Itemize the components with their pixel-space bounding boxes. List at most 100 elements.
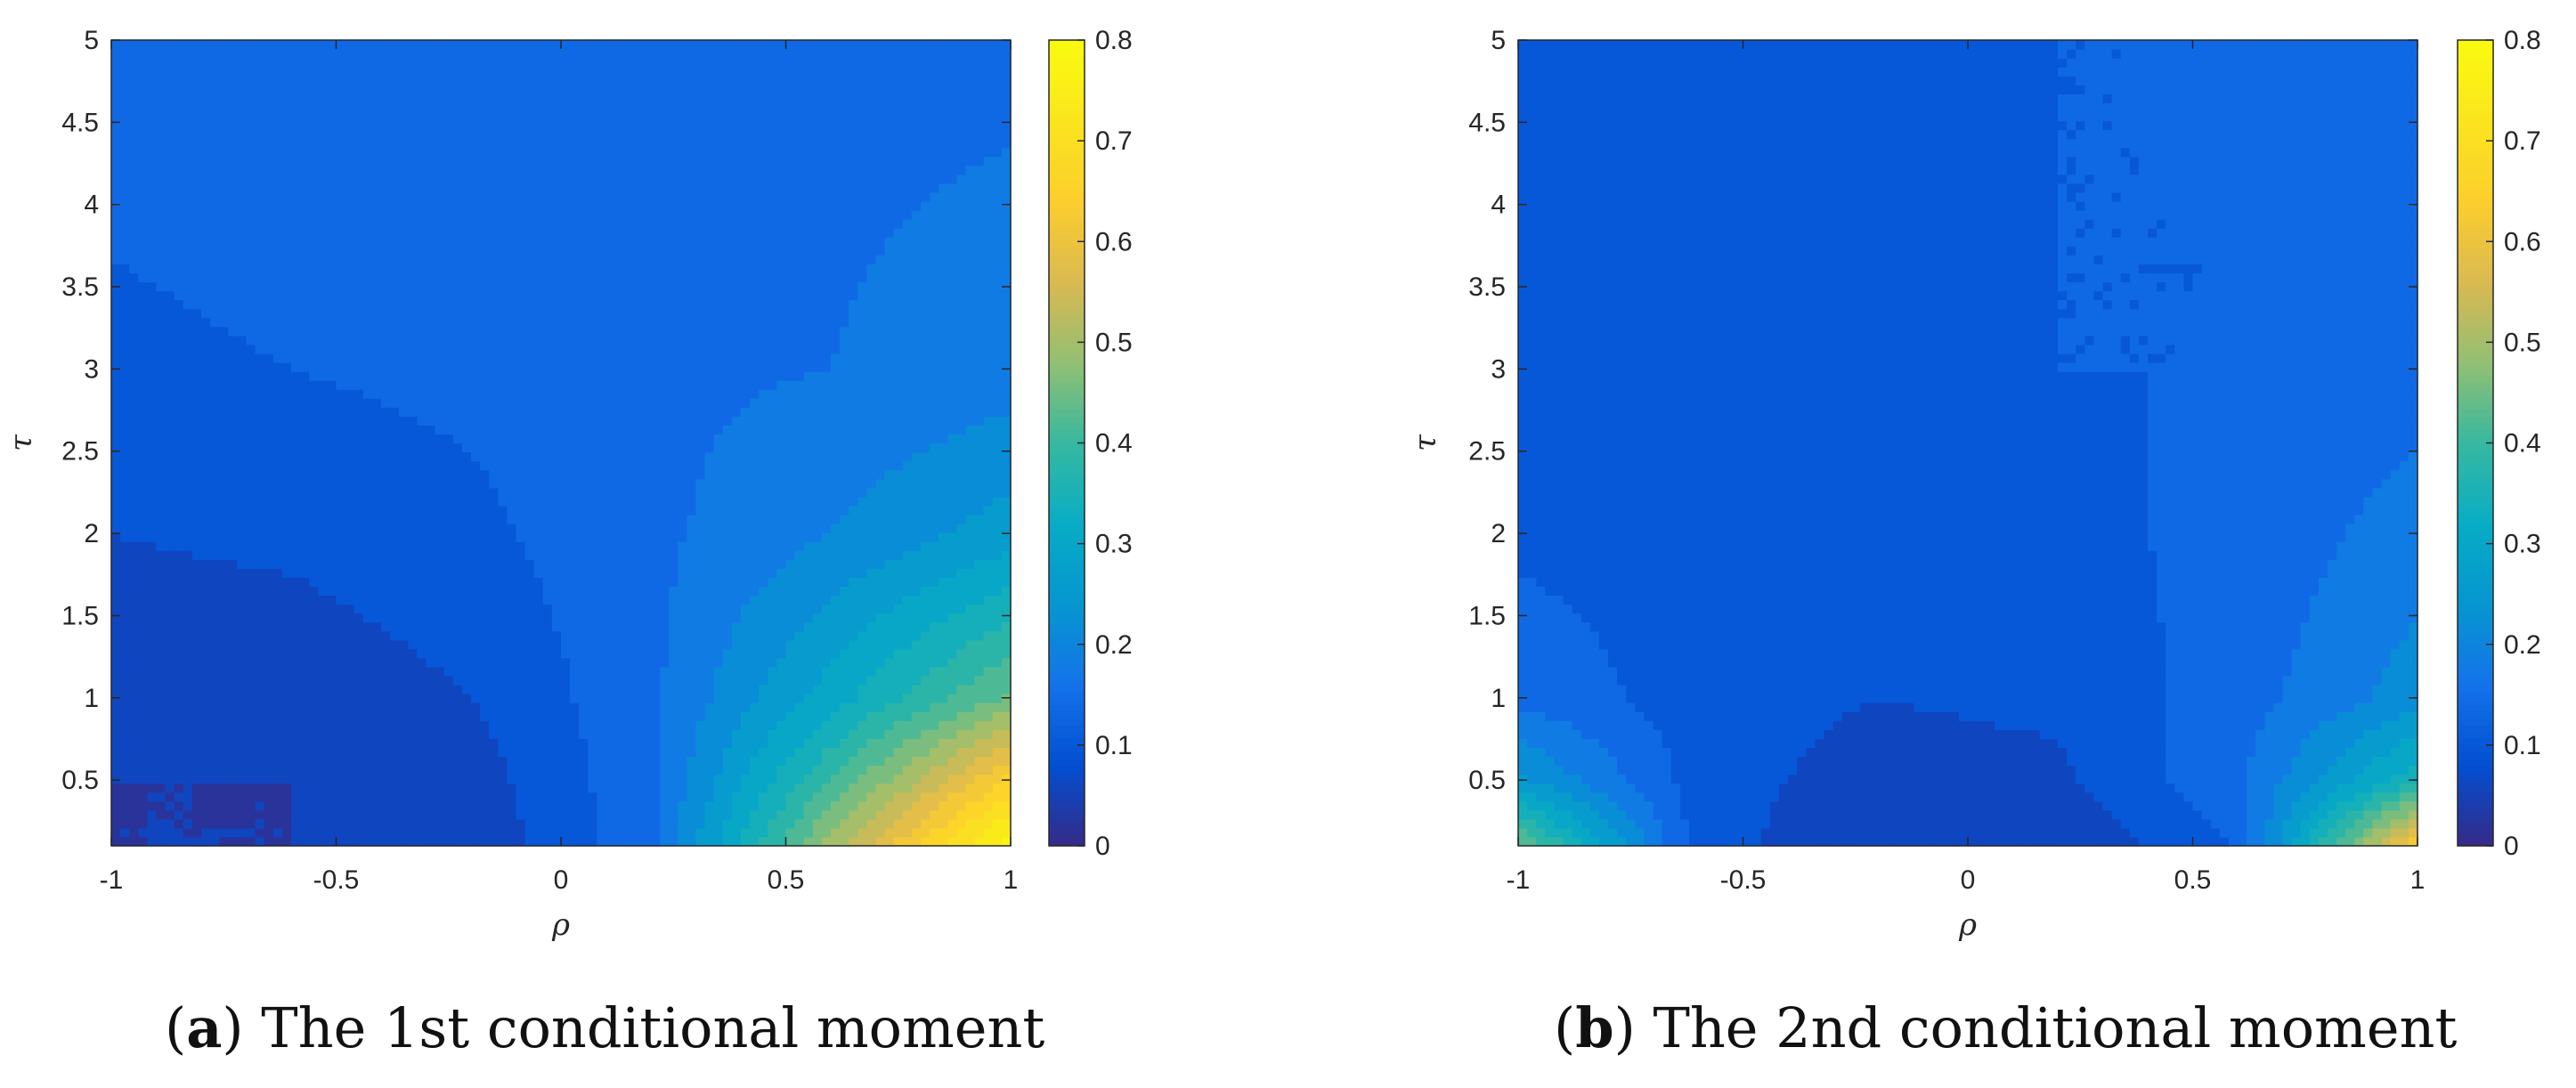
heatmap-cell — [345, 702, 355, 712]
heatmap-cell — [633, 702, 643, 712]
heatmap-cell — [363, 497, 373, 507]
heatmap-cell — [669, 479, 679, 489]
heatmap-cell — [813, 488, 823, 498]
heatmap-cell — [183, 738, 193, 748]
heatmap-cell — [390, 470, 400, 480]
heatmap-cell — [849, 828, 858, 838]
heatmap-cell — [588, 416, 597, 426]
heatmap-cell — [687, 631, 696, 641]
heatmap-cell — [256, 747, 265, 757]
heatmap-cell — [516, 676, 526, 686]
heatmap-cell — [831, 766, 841, 775]
heatmap-cell — [813, 398, 823, 408]
heatmap-cell — [427, 577, 436, 587]
heatmap-cell — [264, 819, 274, 829]
heatmap-cell — [975, 559, 985, 569]
heatmap-cell — [813, 479, 823, 489]
heatmap-cell — [435, 747, 445, 757]
heatmap-cell — [759, 524, 768, 533]
heatmap-cell — [1002, 792, 1012, 802]
heatmap-cell — [552, 720, 562, 730]
heatmap-cell — [866, 443, 876, 453]
heatmap-cell — [417, 738, 427, 748]
heatmap-cell — [507, 819, 516, 829]
heatmap-cell — [642, 702, 652, 712]
heatmap-cell — [516, 470, 526, 480]
heatmap-cell — [624, 605, 634, 614]
heatmap-cell — [894, 837, 904, 847]
heatmap-cell — [993, 541, 1003, 551]
heatmap-cell — [939, 605, 948, 614]
heatmap-cell — [866, 524, 876, 533]
heatmap-cell — [831, 434, 841, 443]
heatmap-cell — [516, 667, 526, 677]
heatmap-cell — [273, 605, 283, 614]
heatmap-cell — [489, 676, 499, 686]
heatmap-cell — [111, 586, 121, 596]
heatmap-cell — [489, 738, 499, 748]
heatmap-cell — [912, 506, 922, 516]
heatmap-cell — [175, 729, 184, 739]
heatmap-cell — [660, 595, 670, 605]
heatmap-cell — [166, 649, 175, 659]
heatmap-cell — [669, 792, 679, 802]
heatmap-cell — [129, 640, 139, 650]
heatmap-cell — [516, 434, 526, 443]
heatmap-cell — [427, 586, 436, 596]
heatmap-cell — [372, 595, 382, 605]
heatmap-cell — [606, 524, 616, 533]
heatmap-cell — [597, 810, 606, 820]
heatmap-cell — [732, 640, 742, 650]
heatmap-cell — [687, 550, 696, 560]
heatmap-cell — [894, 640, 904, 650]
heatmap-cell — [318, 766, 328, 775]
heatmap-cell — [921, 756, 930, 766]
heatmap-cell — [857, 702, 867, 712]
heatmap-cell — [129, 398, 139, 408]
heatmap-cell — [885, 837, 895, 847]
heatmap-cell — [561, 605, 571, 614]
heatmap-cell — [201, 756, 211, 766]
heatmap-cell — [363, 694, 373, 703]
heatmap-cell — [480, 470, 490, 480]
heatmap-cell — [166, 819, 175, 829]
heatmap-cell — [417, 452, 427, 462]
heatmap-cell — [813, 801, 823, 811]
heatmap-cell — [444, 461, 454, 471]
heatmap-cell — [462, 452, 472, 462]
heatmap-cell — [516, 702, 526, 712]
heatmap-cell — [840, 532, 849, 542]
heatmap-cell — [813, 667, 823, 677]
heatmap-cell — [129, 613, 139, 623]
heatmap-cell — [399, 810, 409, 820]
heatmap-cell — [327, 434, 337, 443]
heatmap-cell — [876, 775, 886, 784]
heatmap-cell — [498, 766, 508, 775]
heatmap-cell — [975, 801, 985, 811]
heatmap-cell — [237, 497, 247, 507]
heatmap-cell — [741, 443, 751, 453]
heatmap-cell — [462, 434, 472, 443]
heatmap-cell — [210, 738, 220, 748]
heatmap-cell — [786, 532, 796, 542]
heatmap-cell — [660, 443, 670, 453]
heatmap-cell — [256, 488, 265, 498]
heatmap-cell — [381, 784, 391, 793]
heatmap-cell — [129, 747, 139, 757]
heatmap-cell — [956, 694, 966, 703]
heatmap-cell — [453, 586, 463, 596]
heatmap-cell — [804, 729, 814, 739]
heatmap-cell — [480, 631, 490, 641]
heatmap-cell — [507, 747, 516, 757]
heatmap-cell — [857, 676, 867, 686]
heatmap-cell — [786, 568, 796, 578]
heatmap-cell — [337, 461, 346, 471]
heatmap-cell — [309, 515, 319, 524]
heatmap-cell — [543, 810, 553, 820]
heatmap-cell — [183, 711, 193, 721]
heatmap-cell — [786, 479, 796, 489]
heatmap-cell — [354, 747, 364, 757]
heatmap-cell — [696, 470, 706, 480]
heatmap-cell — [471, 550, 481, 560]
